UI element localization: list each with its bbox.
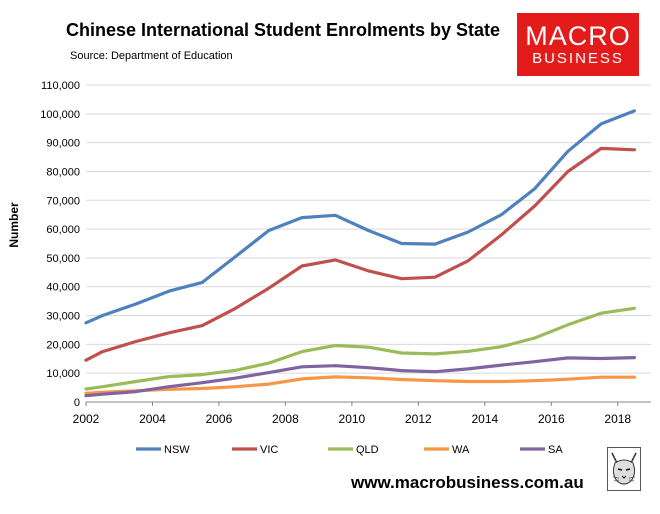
- y-tick-label: 80,000: [46, 166, 80, 178]
- y-tick-label: 0: [74, 397, 80, 409]
- x-tick-label: 2004: [139, 412, 166, 426]
- x-tick-label: 2008: [272, 412, 299, 426]
- y-tick-label: 110,000: [41, 80, 80, 92]
- y-tick-label: 50,000: [46, 253, 80, 265]
- legend-label-vic: VIC: [260, 444, 278, 456]
- x-axis-ticks: 2002 2004 2006 2008 2010 2012 2014 2016 2018: [73, 402, 631, 426]
- y-tick-label: 90,000: [46, 138, 80, 150]
- x-tick-label: 2012: [405, 412, 432, 426]
- series-line-qld: [84, 306, 636, 391]
- legend-label-qld: QLD: [356, 444, 379, 456]
- x-tick-label: 2002: [73, 412, 100, 426]
- x-tick-label: 2018: [604, 412, 631, 426]
- source-note: Source: Department of Education: [70, 50, 233, 62]
- x-tick-label: 2014: [471, 412, 498, 426]
- y-tick-label: 40,000: [46, 282, 80, 294]
- x-tick-label: 2016: [538, 412, 565, 426]
- y-tick-label: 20,000: [46, 339, 80, 351]
- series-line-vic: [84, 146, 636, 362]
- brand-logo: MACRO BUSINESS: [517, 13, 639, 76]
- x-tick-label: 2006: [206, 412, 233, 426]
- footer-url: www.macrobusiness.com.au: [351, 473, 584, 492]
- y-tick-label: 30,000: [46, 311, 80, 323]
- legend-label-nsw: NSW: [164, 444, 190, 456]
- series-line-sa: [84, 356, 636, 398]
- y-tick-label: 10,000: [46, 368, 80, 380]
- y-tick-label: 60,000: [46, 224, 80, 236]
- y-tick-label: 100,000: [40, 109, 80, 121]
- series-lines: [84, 109, 636, 398]
- lynx-sketch-icon: [607, 447, 641, 491]
- brand-logo-line1: MACRO: [525, 21, 631, 51]
- y-axis-ticks: 0 10,000 20,000 30,000 40,000 50,000 60,000 70,…: [40, 80, 80, 409]
- series-line-nsw: [84, 109, 636, 325]
- brand-logo-line2: BUSINESS: [532, 50, 624, 67]
- legend: NSW VIC QLD WA SA: [136, 444, 563, 456]
- legend-label-wa: WA: [452, 444, 470, 456]
- page-title: Chinese International Student Enrolments…: [66, 20, 501, 40]
- legend-label-sa: SA: [548, 444, 563, 456]
- series-line-wa: [84, 375, 636, 395]
- x-tick-label: 2010: [339, 412, 366, 426]
- y-axis-label: Number: [7, 202, 21, 248]
- y-tick-label: 70,000: [46, 195, 80, 207]
